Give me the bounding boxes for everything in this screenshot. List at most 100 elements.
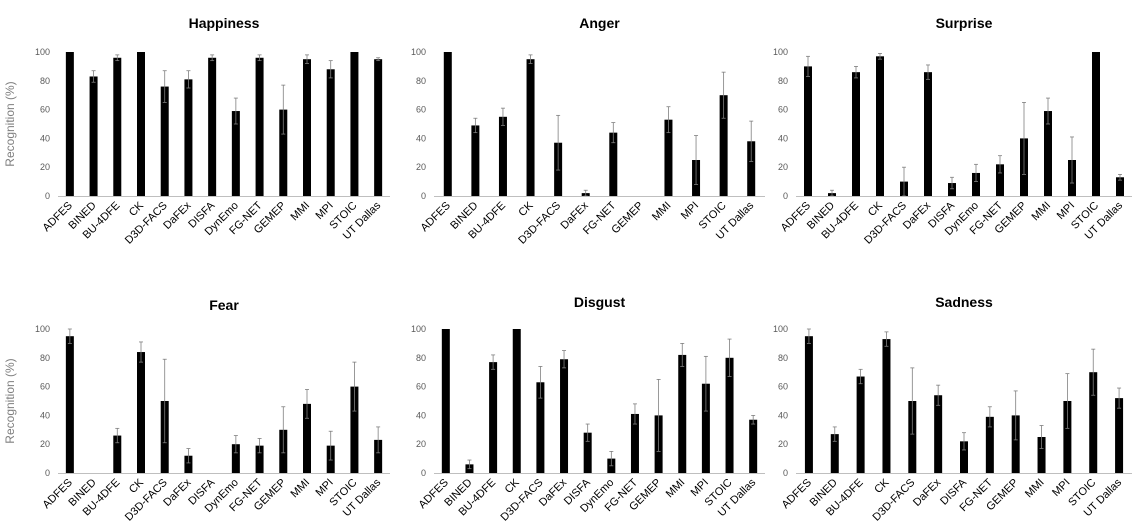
bar-bu-4dfe — [498, 116, 507, 196]
error-bar — [186, 448, 191, 464]
y-tick-label: 80 — [40, 76, 50, 86]
bar-ck — [137, 52, 145, 196]
y-tick-label: 0 — [45, 468, 50, 478]
error-bar — [998, 155, 1002, 174]
error-bar — [1117, 387, 1122, 409]
error-bar — [1022, 102, 1026, 175]
bar-fg-net — [255, 57, 264, 197]
bar-stoic — [350, 386, 359, 473]
y-tick-label: 40 — [40, 133, 50, 143]
bar-adfes — [443, 52, 452, 196]
x-tick-label: ADFES — [418, 200, 452, 234]
y-tick-label: 0 — [783, 468, 788, 478]
error-bar — [806, 55, 810, 77]
bar-bu-4dfe — [852, 72, 860, 196]
error-bar — [233, 97, 238, 125]
error-bar — [832, 426, 837, 442]
bar-ut-dallas — [374, 59, 383, 197]
bar-ut-dallas — [749, 419, 758, 473]
error-bar — [257, 54, 262, 62]
bar-stoic — [1092, 52, 1100, 196]
error-bar — [67, 328, 72, 344]
bar-gemep — [1011, 415, 1020, 473]
x-tick-label: MMI — [289, 200, 313, 224]
error-bar — [721, 71, 726, 119]
y-tick-label: 60 — [40, 382, 50, 392]
y-tick-label: 80 — [778, 353, 788, 363]
error-bar — [751, 414, 756, 425]
chart-title: Fear — [209, 297, 239, 313]
y-tick-label: 100 — [411, 47, 426, 57]
error-bar — [950, 176, 954, 190]
y-tick-label: 20 — [778, 162, 788, 172]
error-bar — [632, 403, 637, 425]
error-bar — [257, 438, 262, 454]
bar-bined — [89, 76, 98, 196]
x-tick-label: CK — [516, 199, 536, 219]
bar-d3d-facs — [908, 401, 917, 473]
error-bar — [500, 107, 505, 126]
y-tick-label: 20 — [416, 439, 426, 449]
bar-ck — [882, 339, 891, 473]
error-bar — [1070, 136, 1074, 184]
bar-stoic — [725, 357, 734, 473]
x-tick-label: ADFES — [780, 477, 814, 511]
error-bar — [1039, 425, 1044, 449]
y-tick-label: 80 — [416, 76, 426, 86]
x-tick-label: ADFES — [41, 477, 75, 511]
x-tick-label: DaFEx — [161, 476, 194, 509]
error-bar — [884, 331, 889, 347]
x-tick-label: DaFEx — [901, 199, 934, 232]
bar-dynemo — [231, 444, 240, 473]
x-tick-label: MMI — [1030, 200, 1054, 224]
error-bar — [491, 354, 496, 370]
bar-disfa — [948, 183, 956, 196]
error-bar — [749, 120, 754, 162]
x-tick-label: MMI — [664, 477, 688, 501]
error-bar — [936, 384, 941, 406]
x-tick-label: MMI — [1023, 477, 1047, 501]
bar-bined — [471, 125, 480, 196]
bar-fg-net — [996, 164, 1004, 196]
bar-stoic — [1089, 372, 1098, 473]
error-bar — [974, 163, 978, 183]
x-tick-label: CK — [872, 476, 892, 496]
bar-mmi — [303, 59, 311, 197]
y-tick-label: 20 — [778, 439, 788, 449]
bar-mpi — [326, 69, 335, 196]
error-bar — [233, 435, 238, 454]
error-bar — [473, 117, 478, 134]
bar-ut-dallas — [747, 141, 756, 196]
error-bar — [806, 328, 811, 344]
error-bar — [694, 135, 699, 185]
bar-dynemo — [231, 111, 240, 196]
error-bar — [186, 70, 191, 89]
error-bar — [562, 350, 567, 369]
y-tick-label: 40 — [778, 133, 788, 143]
error-bar — [609, 450, 614, 467]
y-tick-label: 60 — [416, 382, 426, 392]
y-tick-label: 0 — [421, 191, 426, 201]
bar-ck — [512, 329, 521, 473]
y-tick-label: 40 — [416, 410, 426, 420]
bar-adfes — [804, 336, 813, 473]
error-bar — [376, 426, 381, 454]
bar-ut-dallas — [1116, 177, 1124, 196]
error-bar — [1046, 97, 1050, 125]
x-tick-label: CK — [866, 199, 886, 219]
error-bar — [611, 122, 616, 144]
error-bar — [556, 114, 561, 171]
bar-d3d-facs — [160, 86, 169, 196]
error-bar — [703, 355, 708, 412]
error-bar — [352, 361, 357, 412]
y-tick-label: 80 — [40, 353, 50, 363]
chart-title: Anger — [579, 15, 620, 31]
bar-bu-4dfe — [856, 376, 865, 473]
bar-bu-4dfe — [113, 57, 122, 197]
y-tick-label: 0 — [45, 191, 50, 201]
